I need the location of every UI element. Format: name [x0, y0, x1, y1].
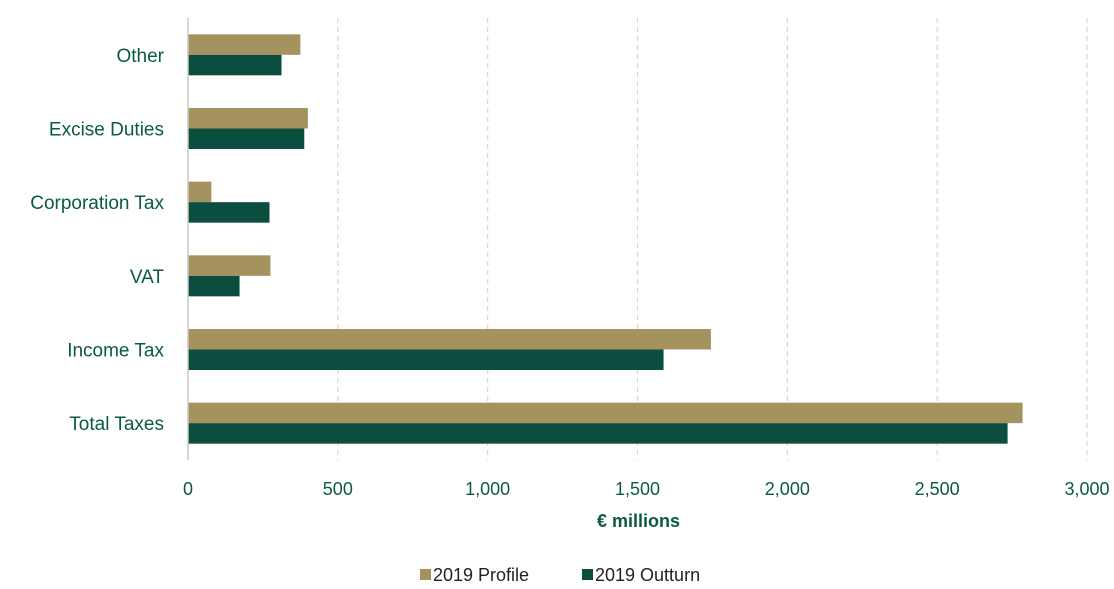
- legend: 2019 Profile 2019 Outturn: [420, 565, 700, 585]
- bars: [188, 34, 1023, 444]
- bar: [188, 329, 711, 350]
- category-labels: Other Excise Duties Corporation Tax VAT Inco…: [30, 46, 164, 435]
- category-label: Excise Duties: [49, 120, 164, 141]
- bar: [188, 349, 664, 370]
- bar: [188, 275, 240, 297]
- x-tick-label: 500: [323, 479, 353, 499]
- category-label: Income Tax: [67, 341, 164, 362]
- x-tick-label: 0: [183, 479, 193, 499]
- bar: [188, 202, 270, 223]
- gridlines: [337, 18, 1088, 460]
- legend-entry: 2019 Profile: [433, 565, 529, 585]
- x-tick-labels: 0 500 1,000 1,500 2,000 2,500 3,000: [183, 479, 1110, 499]
- category-label: VAT: [130, 267, 165, 288]
- x-tick-label: 3,000: [1064, 479, 1109, 499]
- bar: [188, 54, 282, 76]
- bar: [188, 255, 271, 276]
- bar: [188, 128, 305, 149]
- x-tick-label: 2,500: [915, 479, 960, 499]
- x-tick-label: 1,500: [615, 479, 660, 499]
- bar: [188, 34, 301, 55]
- bar: [188, 423, 1008, 444]
- category-label: Other: [116, 46, 164, 67]
- legend-entry: 2019 Outturn: [595, 565, 700, 585]
- bar: [188, 402, 1023, 424]
- x-axis-title: € millions: [597, 511, 680, 531]
- legend-swatch: [420, 569, 431, 580]
- legend-swatch: [582, 569, 593, 580]
- bar: [188, 108, 308, 129]
- category-label: Corporation Tax: [30, 193, 164, 214]
- bar: [188, 181, 212, 203]
- x-tick-label: 2,000: [765, 479, 810, 499]
- x-tick-label: 1,000: [465, 479, 510, 499]
- category-label: Total Taxes: [69, 414, 164, 435]
